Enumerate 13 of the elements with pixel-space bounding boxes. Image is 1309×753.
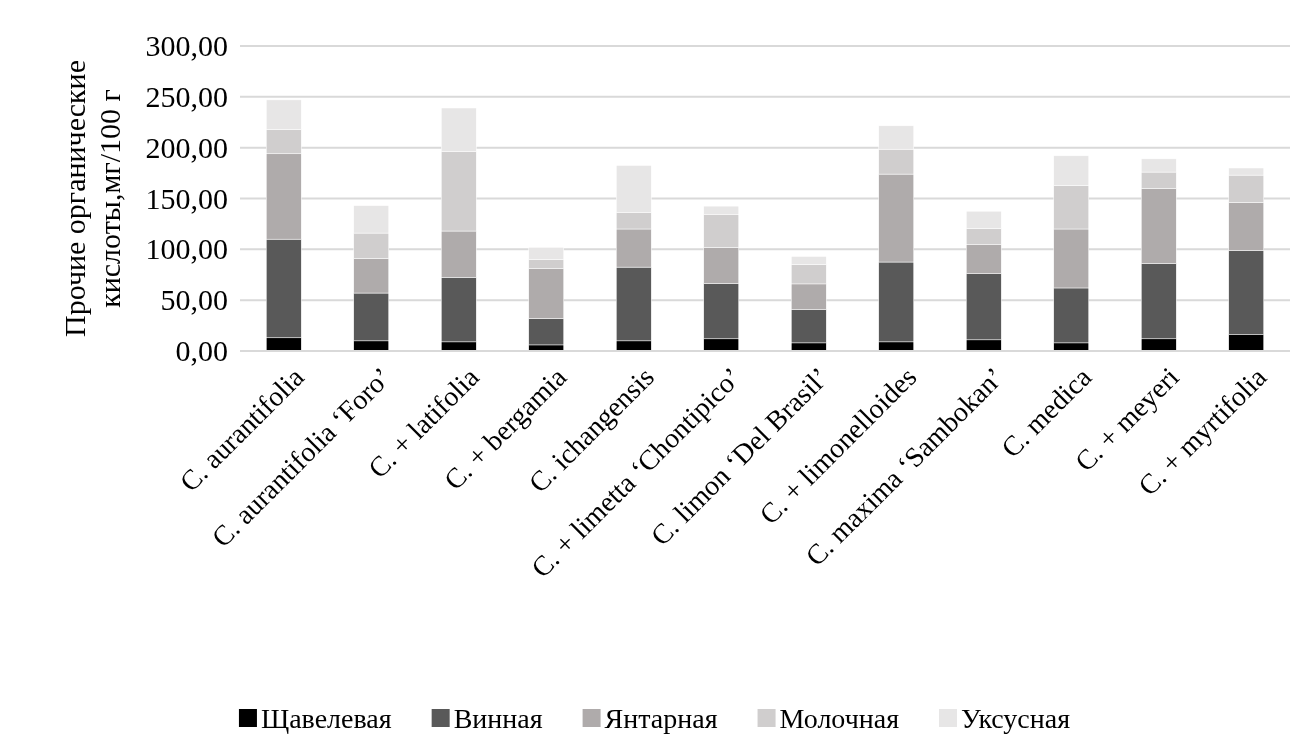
legend-label: Винная <box>453 702 543 734</box>
y-tick-label: 50,00 <box>160 283 228 317</box>
y-tick-label: 200,00 <box>145 130 228 164</box>
legend-label: Уксусная <box>961 702 1071 734</box>
y-tick-label: 300,00 <box>145 29 228 63</box>
legend-label: Молочная <box>779 702 900 734</box>
legend-label: Щавелевая <box>260 702 392 734</box>
y-axis-title: Прочие органические кислоты,мг/100 г <box>58 60 126 337</box>
y-tick-label: 250,00 <box>145 79 228 113</box>
y-tick-label: 100,00 <box>145 232 228 266</box>
legend-label: Янтарная <box>604 702 718 734</box>
y-tick-label: 0,00 <box>175 334 228 368</box>
y-tick-label: 150,00 <box>145 181 228 215</box>
